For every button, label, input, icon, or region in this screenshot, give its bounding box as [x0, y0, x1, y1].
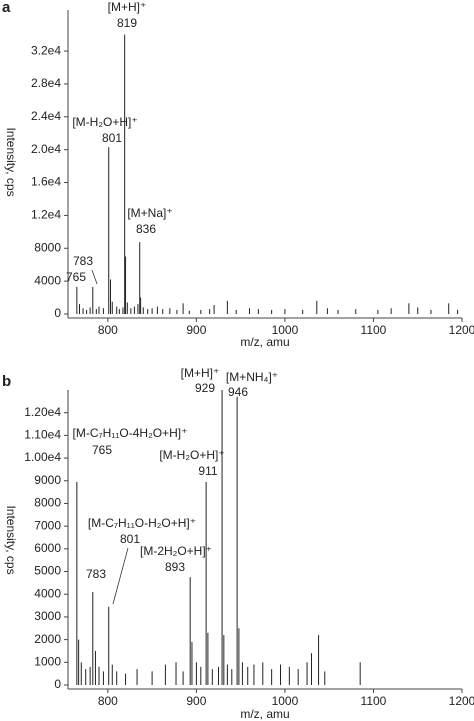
leader-line [112, 547, 129, 605]
annotation-mz: 801 [120, 532, 140, 546]
y-tick-label: 2000 [34, 632, 61, 646]
y-tick-label: 0 [54, 677, 61, 691]
x-tick-label: 800 [98, 323, 118, 337]
y-tick-label: 1.10e4 [24, 428, 61, 442]
y-tick-label: 2.0e4 [31, 142, 61, 156]
y-tick-label: 1000 [34, 654, 61, 668]
y-tick-label: 1.6e4 [31, 175, 61, 189]
y-tick-label: 4000 [34, 273, 61, 287]
annotation-label: [M+H]⁺ [181, 366, 220, 380]
panel-letter: b [2, 373, 11, 390]
annotation-label: [M-2H₂O+H]⁺ [140, 544, 212, 558]
annotation-mz: 836 [136, 222, 156, 236]
leader-line [91, 269, 98, 285]
x-tick-label: 1000 [272, 323, 299, 337]
annotation-mz: 893 [165, 560, 185, 574]
y-tick-label: 3000 [34, 609, 61, 623]
y-tick-label: 9000 [34, 473, 61, 487]
x-tick-label: 800 [98, 694, 118, 708]
annotation-mz: 819 [117, 16, 137, 30]
x-tick-label: 1100 [361, 323, 387, 337]
y-tick-label: 7000 [34, 518, 61, 532]
annotation-mz: 929 [195, 381, 215, 395]
y-axis-title: Intensity, cps [4, 127, 18, 196]
annotation-label: [M+Na]⁺ [127, 206, 172, 220]
x-tick-label: 1000 [272, 694, 299, 708]
annotation-mz: 801 [102, 131, 122, 145]
x-tick-label: 1100 [361, 694, 387, 708]
y-axis-title: Intensity, cps [4, 505, 18, 574]
annotation-mz: 783 [86, 567, 106, 581]
y-tick-label: 1.00e4 [24, 450, 61, 464]
x-axis-title: m/z, amu [240, 335, 289, 349]
x-tick-label: 900 [186, 694, 206, 708]
y-tick-label: 2.4e4 [31, 109, 61, 123]
x-tick-label: 1200 [449, 694, 474, 708]
panel-letter: a [2, 0, 11, 16]
annotation-label: [M-C₇H₁₁O-4H₂O+H]⁺ [73, 426, 188, 440]
y-tick-label: 4000 [34, 586, 61, 600]
annotation-label: [M+NH₄]⁺ [226, 370, 278, 384]
y-tick-label: 8000 [34, 496, 61, 510]
annotation-mz: 765 [92, 443, 112, 457]
y-tick-label: 1.2e4 [31, 208, 61, 222]
annotation-label: [M-H₂O+H]⁺ [159, 448, 224, 462]
annotation-label: [M-C₇H₁₁O-H₂O+H]⁺ [88, 516, 196, 530]
y-tick-label: 1.20e4 [24, 405, 61, 419]
annotation-mz: 765 [66, 270, 86, 284]
x-tick-label: 900 [186, 323, 206, 337]
y-tick-label: 0 [54, 306, 61, 320]
y-tick-label: 5000 [34, 564, 61, 578]
y-tick-label: 8000 [34, 240, 61, 254]
annotation-mz: 946 [228, 385, 248, 399]
annotation-mz: 783 [73, 254, 93, 268]
y-tick-label: 6000 [34, 541, 61, 555]
y-tick-label: 2.8e4 [31, 76, 61, 90]
x-tick-label: 1200 [449, 323, 474, 337]
annotation-mz: 911 [198, 464, 217, 478]
annotation-label: [M+H]⁺ [108, 0, 147, 14]
x-axis-title: m/z, amu [240, 707, 289, 721]
y-tick-label: 3.2e4 [31, 43, 61, 57]
annotation-label: [M-H₂O+H]⁺ [72, 115, 137, 129]
